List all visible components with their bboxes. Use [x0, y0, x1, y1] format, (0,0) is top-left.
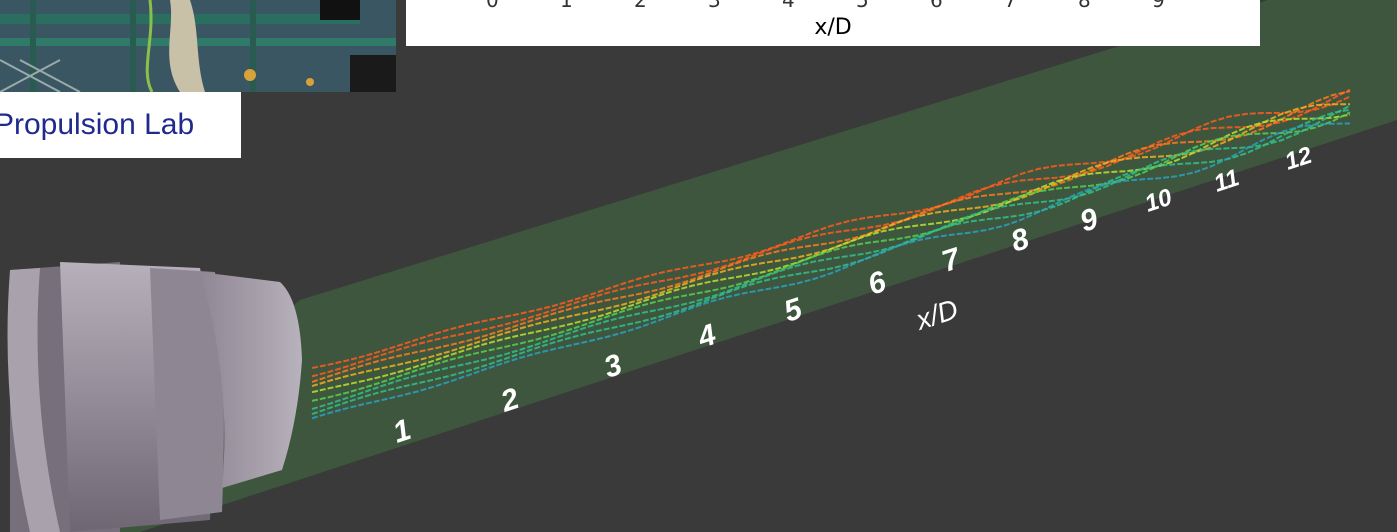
top-plot-tick-label: 1: [560, 0, 573, 12]
top-plot-tick-label: 6: [930, 0, 943, 12]
top-plot-tick-label: 9: [1152, 0, 1165, 12]
streak-line: [311, 122, 1351, 420]
lab-caption: Propulsion Lab: [0, 92, 241, 158]
top-plot-tick-label: 8: [1078, 0, 1091, 12]
top-plot-tick-label: 4: [782, 0, 795, 12]
top-plot-tick-label: 0: [486, 0, 499, 12]
light-sheet-plane: [40, 0, 1397, 532]
streak-line: [311, 90, 1351, 383]
top-plot-tick-label: 3: [708, 0, 721, 12]
velocity-streaks: [311, 88, 1351, 420]
top-plot-tick-label: 7: [1004, 0, 1017, 12]
lab-caption-text: Propulsion Lab: [0, 108, 195, 141]
top-plot-tick-label: 2: [634, 0, 647, 12]
streak-line: [311, 95, 1351, 369]
streak-line: [311, 113, 1351, 394]
rig-photo: [0, 0, 396, 92]
scene-axis-label: x/D: [910, 293, 961, 336]
top-plot-fragment: 0 1 2 3 4 5 6 7 8 9 x/D: [406, 0, 1260, 46]
streak-line: [311, 88, 1351, 378]
streak-line: [311, 108, 1351, 416]
streak-line: [311, 111, 1351, 402]
top-plot-xlabel: x/D: [814, 15, 852, 40]
top-plot-tick-label: 5: [856, 0, 869, 12]
nozzle: [7, 262, 302, 532]
streak-line: [311, 104, 1351, 410]
